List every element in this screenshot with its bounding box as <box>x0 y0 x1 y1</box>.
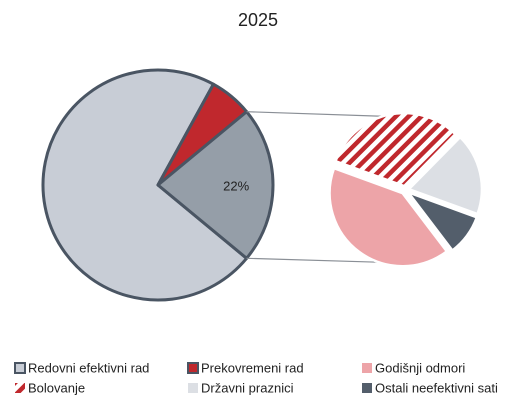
pie-slice <box>156 110 275 260</box>
legend-label: Redovni efektivni rad <box>28 360 149 375</box>
pie-slice <box>328 166 449 268</box>
legend-label: Prekovremeni rad <box>201 360 304 375</box>
data-label: 22% <box>223 178 249 193</box>
pie-slice <box>333 111 458 188</box>
legend-marker <box>187 362 199 374</box>
legend-marker <box>362 363 372 373</box>
chart-title: 2025 <box>238 10 278 30</box>
legend-label: Godišnji odmori <box>375 360 465 375</box>
legend-label: Državni praznici <box>201 380 294 395</box>
legend-label: Bolovanje <box>28 380 85 395</box>
legend-label: Ostali neefektivni sati <box>375 380 498 395</box>
legend-marker <box>15 383 25 393</box>
legend-marker <box>14 362 26 374</box>
pie-slice <box>404 189 479 253</box>
pie-slice <box>406 135 484 216</box>
connector <box>246 111 406 118</box>
legend-marker <box>188 383 198 393</box>
legend-marker <box>362 383 372 393</box>
pie-slice <box>41 68 249 302</box>
